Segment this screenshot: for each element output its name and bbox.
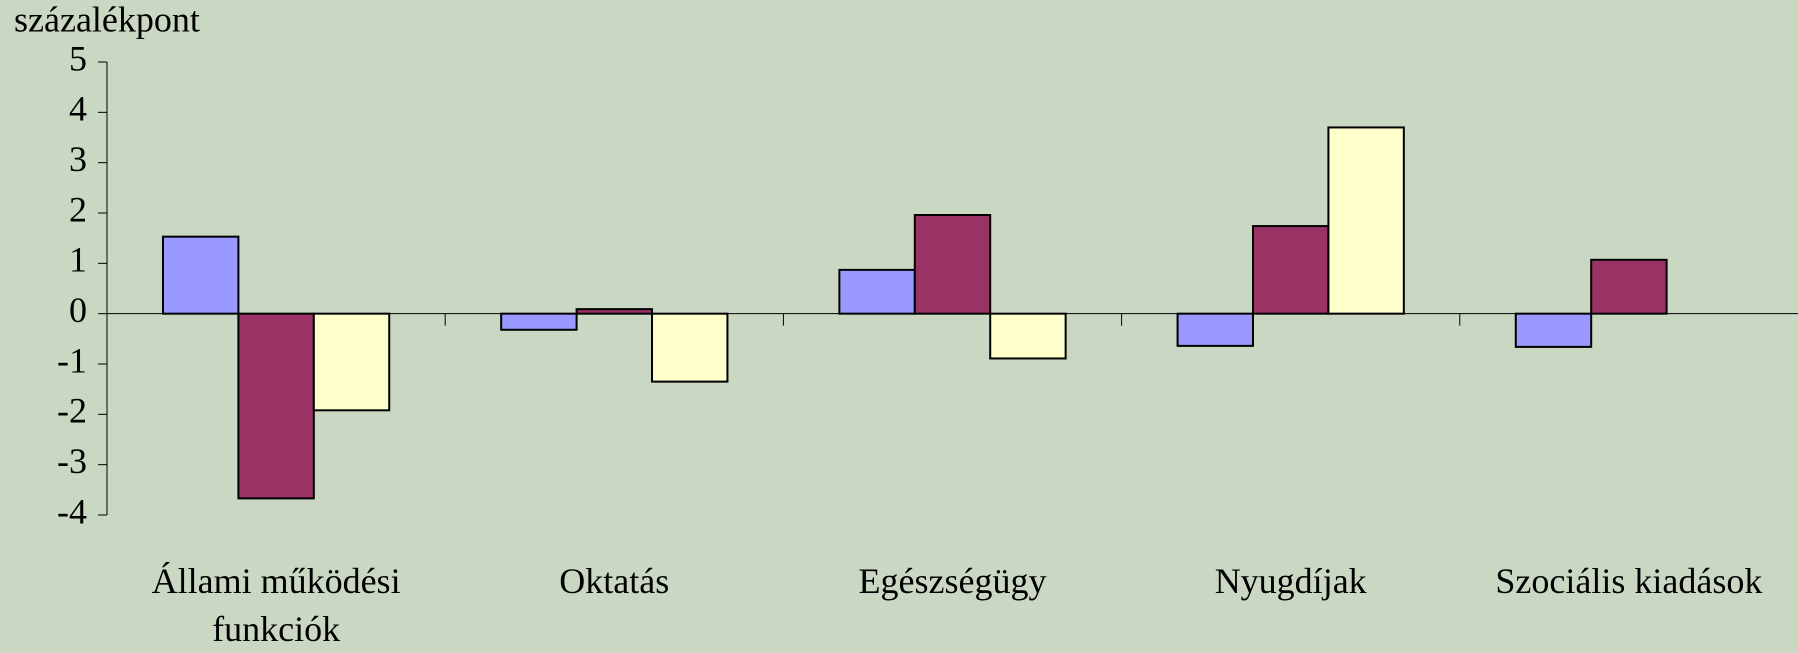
y-tick-label: 0 xyxy=(69,290,87,330)
y-tick-label: 1 xyxy=(69,240,87,280)
bar xyxy=(1327,126,1405,315)
y-tick-label: -2 xyxy=(57,391,87,431)
bar xyxy=(989,312,1067,360)
y-tick-label: 3 xyxy=(69,139,87,179)
x-tick-label: Szociális kiadások xyxy=(1495,561,1763,601)
y-tick-label: -4 xyxy=(57,491,87,531)
x-tick-label: Nyugdíjak xyxy=(1214,561,1367,601)
bar xyxy=(500,312,578,331)
y-axis-label: százalékpont xyxy=(14,0,200,39)
bar xyxy=(838,268,916,315)
x-tick-label: Állami működési funkciók xyxy=(151,561,401,649)
bar xyxy=(1514,312,1593,348)
bar xyxy=(1251,225,1330,315)
y-tick-label: -3 xyxy=(57,441,87,481)
x-tick-label: Oktatás xyxy=(559,561,670,601)
bar xyxy=(237,312,315,500)
bar xyxy=(1590,258,1668,315)
bar xyxy=(161,235,240,315)
bar xyxy=(575,308,654,315)
y-tick-label: 2 xyxy=(69,189,87,229)
bar xyxy=(312,312,391,412)
bar xyxy=(651,312,729,383)
x-tick-label: Egészségügy xyxy=(858,561,1047,601)
y-tick-label: -1 xyxy=(57,340,87,380)
bar xyxy=(1176,312,1254,347)
y-tick-label: 5 xyxy=(69,38,87,78)
bar xyxy=(913,214,992,315)
y-tick-label: 4 xyxy=(69,89,87,129)
